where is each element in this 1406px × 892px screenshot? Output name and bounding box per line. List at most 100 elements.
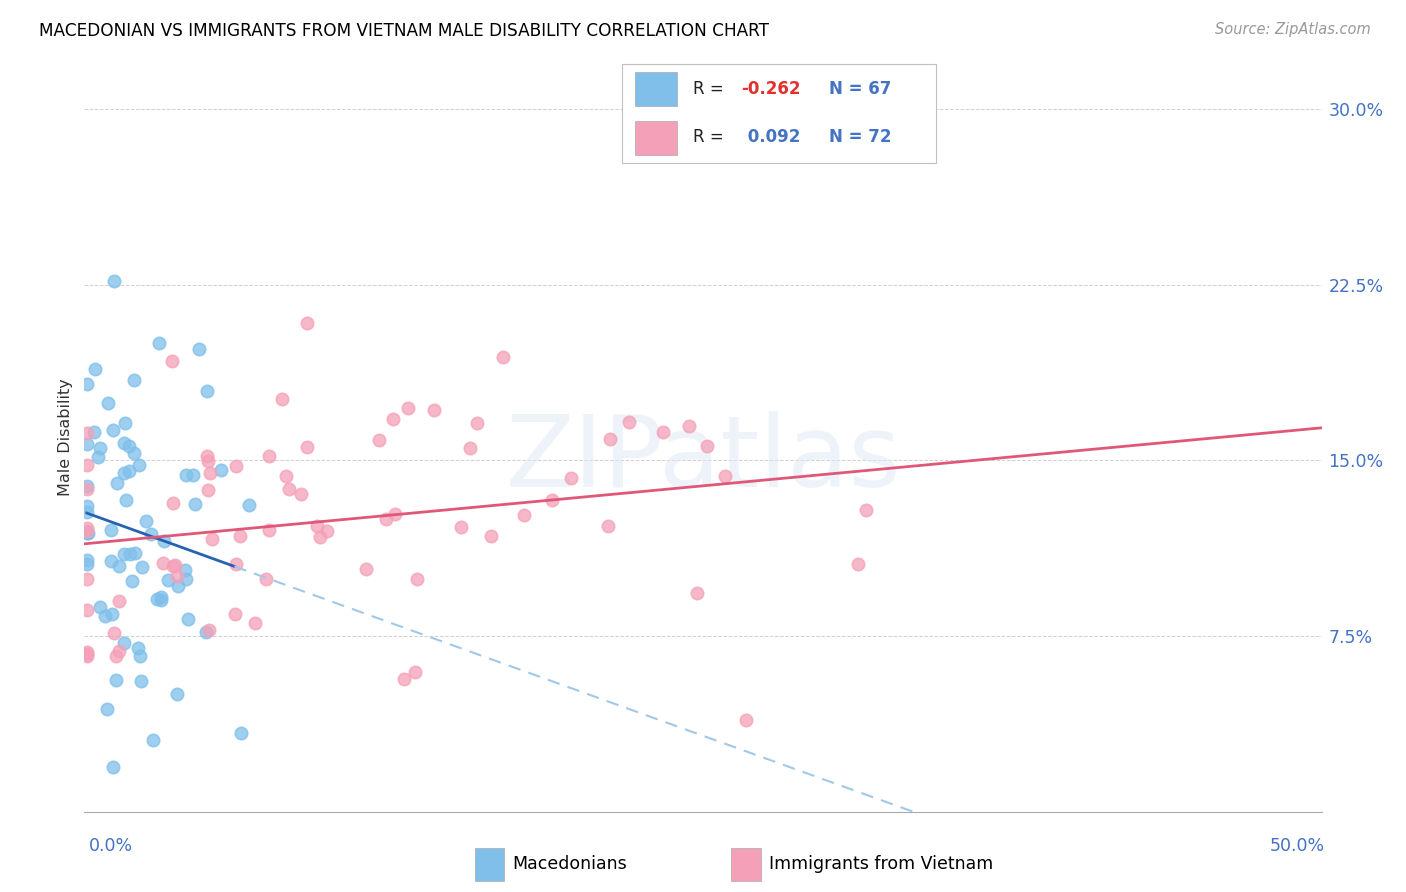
Point xyxy=(492,350,515,364)
Point xyxy=(122,446,145,460)
Point xyxy=(76,479,98,493)
Point xyxy=(254,572,277,586)
Point xyxy=(166,687,188,701)
Point xyxy=(714,469,737,483)
Point xyxy=(197,454,219,468)
Point xyxy=(598,518,620,533)
Point xyxy=(652,425,675,439)
Y-axis label: Male Disability: Male Disability xyxy=(58,378,73,496)
Point xyxy=(76,552,98,566)
Point xyxy=(197,483,219,497)
Point xyxy=(450,520,472,534)
Point xyxy=(209,463,232,477)
Point xyxy=(479,529,502,543)
Point xyxy=(513,508,536,523)
Point xyxy=(97,396,120,410)
Point xyxy=(157,573,180,587)
Point xyxy=(105,476,128,491)
Point xyxy=(396,401,419,416)
Point xyxy=(76,526,98,541)
Point xyxy=(735,713,758,727)
Point xyxy=(225,558,247,572)
Point xyxy=(112,435,135,450)
Point xyxy=(96,702,118,716)
Point xyxy=(198,623,221,637)
Point xyxy=(127,640,149,655)
Point xyxy=(405,572,427,586)
Point xyxy=(295,316,318,330)
Point xyxy=(76,558,98,572)
Point xyxy=(86,450,108,464)
Point xyxy=(225,459,247,474)
Point xyxy=(166,569,188,583)
Point xyxy=(148,335,170,350)
Point xyxy=(114,416,136,430)
Point xyxy=(290,486,312,500)
Point xyxy=(384,507,406,521)
Point xyxy=(76,458,98,472)
Text: N = 72: N = 72 xyxy=(830,128,891,146)
FancyBboxPatch shape xyxy=(636,71,676,105)
Point xyxy=(599,432,621,446)
Point xyxy=(94,609,117,624)
Point xyxy=(118,438,141,452)
Point xyxy=(131,560,153,574)
Point xyxy=(129,674,152,689)
Point xyxy=(76,499,98,513)
Point xyxy=(149,590,172,604)
Point xyxy=(184,497,207,511)
Point xyxy=(105,673,128,688)
Point xyxy=(308,530,330,544)
Point xyxy=(162,558,184,573)
Point xyxy=(167,580,190,594)
Point xyxy=(76,520,98,534)
Point xyxy=(696,439,718,453)
Point xyxy=(846,557,869,571)
Point xyxy=(117,464,139,478)
Point xyxy=(181,467,204,482)
Point xyxy=(354,562,377,576)
Point xyxy=(108,644,131,658)
Point xyxy=(101,423,124,437)
Point xyxy=(142,733,165,747)
Point xyxy=(305,518,328,533)
Point xyxy=(295,441,318,455)
Point xyxy=(315,524,337,538)
FancyBboxPatch shape xyxy=(731,848,761,880)
Point xyxy=(103,274,125,288)
Point xyxy=(76,482,98,496)
Point xyxy=(198,466,221,480)
Point xyxy=(139,527,162,541)
Text: 0.092: 0.092 xyxy=(741,128,800,146)
Point xyxy=(195,450,218,464)
Point xyxy=(89,600,111,615)
Point xyxy=(121,574,143,588)
Point xyxy=(274,469,297,483)
Text: 50.0%: 50.0% xyxy=(1270,837,1324,855)
Text: R =: R = xyxy=(693,128,730,146)
Point xyxy=(187,342,209,356)
Point xyxy=(108,593,131,607)
FancyBboxPatch shape xyxy=(636,121,676,155)
Point xyxy=(465,416,488,430)
Point xyxy=(174,563,197,577)
Point xyxy=(392,672,415,686)
Text: R =: R = xyxy=(693,79,730,97)
Point xyxy=(76,648,98,663)
FancyBboxPatch shape xyxy=(621,64,935,163)
Point xyxy=(855,503,877,517)
FancyBboxPatch shape xyxy=(475,848,505,880)
Point xyxy=(229,529,252,543)
Point xyxy=(128,458,150,472)
Point xyxy=(160,354,183,368)
Point xyxy=(374,511,396,525)
Text: -0.262: -0.262 xyxy=(741,79,801,97)
Point xyxy=(560,471,582,485)
Point xyxy=(257,449,280,463)
Text: ZIPatlas: ZIPatlas xyxy=(505,411,901,508)
Point xyxy=(100,554,122,568)
Point xyxy=(381,412,404,426)
Point xyxy=(76,602,98,616)
Point xyxy=(83,425,105,439)
Point xyxy=(270,392,292,406)
